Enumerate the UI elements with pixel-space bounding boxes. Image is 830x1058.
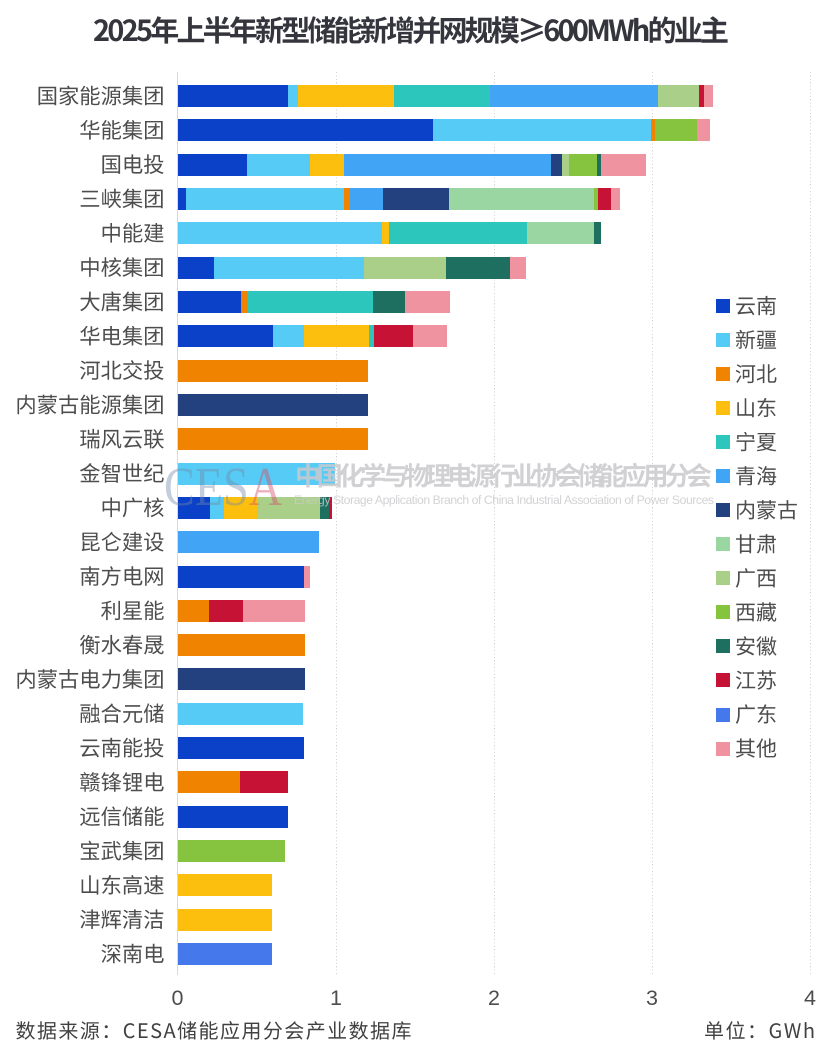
svg-text:2: 2 xyxy=(488,986,500,1010)
svg-text:3: 3 xyxy=(646,986,658,1010)
svg-text:Energy Storage Application Bra: Energy Storage Application Branch of Chi… xyxy=(294,493,714,507)
svg-text:CESA: CESA xyxy=(164,456,282,517)
svg-text:4: 4 xyxy=(804,986,816,1010)
svg-text:1: 1 xyxy=(330,986,342,1010)
svg-text:0: 0 xyxy=(172,986,184,1010)
